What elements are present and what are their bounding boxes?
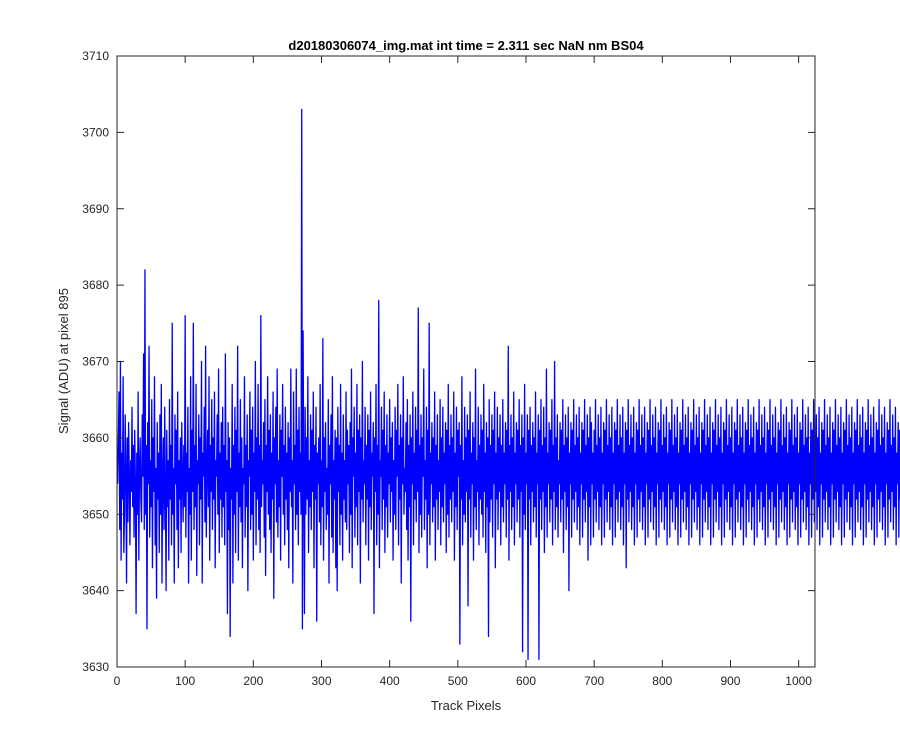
- x-tick-label: 300: [311, 674, 331, 688]
- y-axis-label: Signal (ADU) at pixel 895: [56, 288, 71, 434]
- y-axis: 3630 3640 3650 3660 3670 3680 3690 3700 3710: [82, 49, 815, 674]
- y-tick-label: 3690: [82, 202, 109, 216]
- x-tick-label: 100: [175, 674, 195, 688]
- x-tick-label: 400: [380, 674, 400, 688]
- y-tick-label: 3710: [82, 49, 109, 63]
- y-tick-label: 3630: [82, 660, 109, 674]
- y-tick-label: 3650: [82, 507, 109, 521]
- series-line: [117, 108, 900, 661]
- x-tick-label: 200: [243, 674, 263, 688]
- x-tick-label: 1000: [785, 674, 812, 688]
- series-layer: [117, 108, 900, 661]
- x-tick-label: 600: [516, 674, 536, 688]
- x-tick-label: 0: [114, 674, 121, 688]
- x-tick-label: 700: [584, 674, 604, 688]
- y-tick-label: 3670: [82, 355, 109, 369]
- axes-background: [117, 56, 815, 667]
- x-tick-label: 500: [448, 674, 468, 688]
- x-axis-label: Track Pixels: [431, 698, 502, 713]
- x-tick-label: 800: [652, 674, 672, 688]
- x-axis: 0 100 200 300 400 500 600 700 800 900 1000: [114, 56, 812, 688]
- x-tick-label: 900: [720, 674, 740, 688]
- y-tick-label: 3680: [82, 278, 109, 292]
- y-tick-label: 3640: [82, 584, 109, 598]
- chart-title: d20180306074_img.mat int time = 2.311 se…: [288, 38, 644, 53]
- y-tick-label: 3700: [82, 125, 109, 139]
- y-tick-label: 3660: [82, 431, 109, 445]
